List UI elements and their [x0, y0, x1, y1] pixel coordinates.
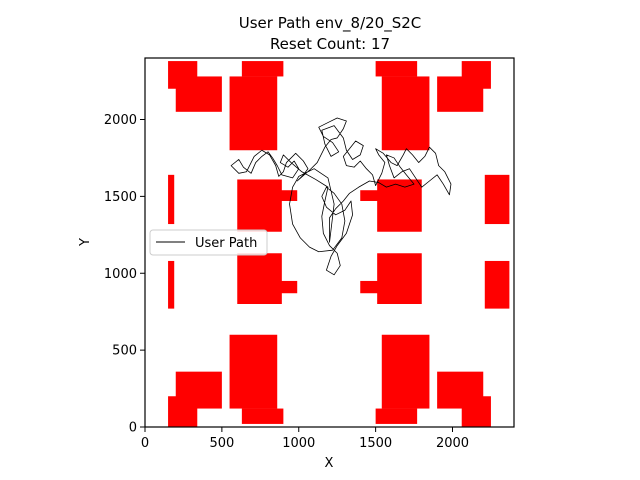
y-tick-label: 0 — [129, 421, 137, 436]
obstacle-13 — [277, 190, 298, 201]
obstacle-3 — [484, 260, 510, 309]
obstacle-21 — [175, 371, 222, 409]
obstacle-22 — [229, 334, 278, 409]
x-axis-label: X — [325, 456, 334, 471]
obstacle-24 — [375, 408, 418, 424]
legend-label-user-path: User Path — [195, 236, 257, 251]
obstacle-19 — [377, 253, 422, 304]
obstacle-layer — [168, 61, 510, 427]
obstacle-6 — [229, 76, 278, 151]
obstacle-27 — [461, 396, 491, 427]
obstacle-17 — [277, 280, 298, 294]
legend: User Path — [149, 229, 268, 256]
obstacle-7 — [241, 61, 284, 77]
y-axis: 0 500 1000 1500 2000 — [104, 113, 145, 436]
y-tick-label: 1000 — [104, 267, 137, 282]
x-tick-label: 500 — [209, 436, 234, 451]
obstacle-25 — [381, 334, 430, 409]
x-tick-label: 1000 — [282, 436, 315, 451]
obstacle-12 — [237, 179, 282, 232]
y-axis-label: Y — [78, 238, 93, 247]
x-axis: 0 500 1000 1500 2000 — [141, 427, 469, 451]
y-tick-label: 500 — [112, 344, 137, 359]
x-tick-label: 2000 — [436, 436, 469, 451]
obstacle-18 — [360, 280, 382, 294]
user-path-layer — [230, 117, 452, 276]
x-tick-label: 0 — [141, 436, 149, 451]
y-tick-label: 1500 — [104, 190, 137, 205]
obstacle-9 — [381, 76, 430, 151]
obstacle-14 — [360, 190, 382, 201]
chart-subtitle: Reset Count: 17 — [270, 35, 390, 53]
user-path-line — [230, 117, 452, 276]
obstacle-11 — [461, 61, 491, 89]
obstacle-2 — [484, 174, 510, 225]
y-tick-label: 2000 — [104, 113, 137, 128]
obstacle-16 — [237, 253, 282, 304]
legend-box — [149, 229, 268, 256]
obstacle-0 — [168, 174, 175, 225]
x-tick-label: 1500 — [359, 436, 392, 451]
obstacle-1 — [168, 260, 175, 309]
plot-frame — [144, 57, 515, 428]
chart-title: User Path env_8/20_S2C — [239, 14, 422, 33]
obstacle-15 — [377, 179, 422, 232]
obstacle-23 — [241, 408, 284, 424]
obstacle-5 — [175, 76, 222, 112]
obstacle-8 — [375, 61, 418, 77]
